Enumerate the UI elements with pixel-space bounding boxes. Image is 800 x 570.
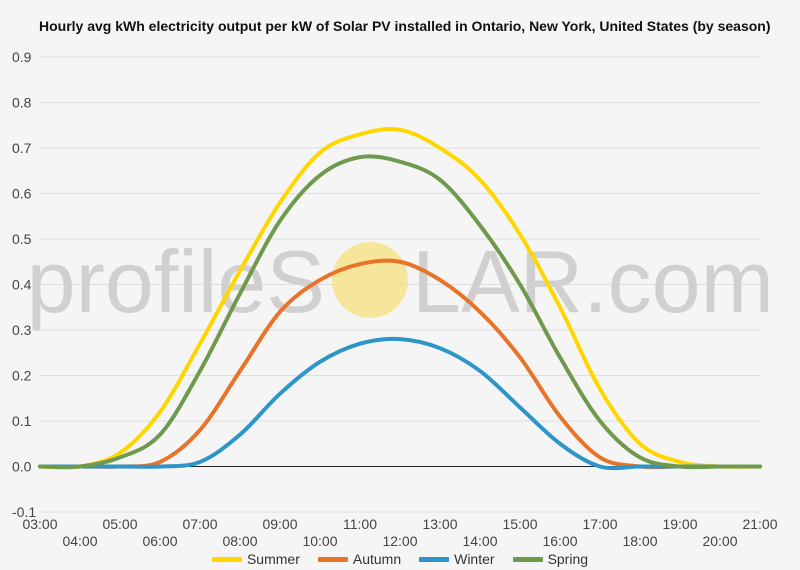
y-tick-label: 0.7 — [12, 140, 32, 156]
y-tick-label: 0.6 — [12, 186, 32, 202]
legend-label: Spring — [547, 551, 589, 567]
x-tick-label: 10:00 — [302, 533, 337, 548]
x-tick-label: 19:00 — [662, 516, 697, 532]
y-tick-label: -0.1 — [12, 504, 36, 520]
x-tick-label: 05:00 — [102, 516, 137, 532]
x-tick-label: 18:00 — [622, 533, 657, 548]
x-tick-label: 15:00 — [502, 516, 537, 532]
x-tick-label: 03:00 — [22, 516, 57, 532]
legend-item-spring: Spring — [512, 551, 589, 567]
legend-label: Winter — [454, 551, 495, 567]
y-tick-label: 0.9 — [12, 49, 32, 65]
series-line-summer — [38, 127, 762, 470]
x-tick-label: 13:00 — [422, 516, 457, 532]
x-tick-label: 07:00 — [182, 516, 217, 532]
series-line-winter — [38, 336, 762, 471]
x-tick-label: 04:00 — [62, 533, 97, 548]
legend-swatch — [317, 556, 348, 562]
legend-item-autumn: Autumn — [317, 551, 402, 567]
y-tick-label: 0.3 — [12, 322, 32, 338]
legend-item-summer: Summer — [211, 551, 300, 567]
chart-title: Hourly avg kWh electricity output per kW… — [39, 18, 771, 34]
x-tick-label: 12:00 — [382, 533, 417, 548]
x-tick-label: 20:00 — [702, 533, 737, 548]
legend-item-winter: Winter — [419, 551, 495, 567]
watermark-sun — [332, 242, 408, 318]
x-tick-label: 06:00 — [142, 533, 177, 548]
legend-label: Summer — [246, 551, 300, 567]
legend-swatch — [211, 556, 242, 562]
y-tick-label: 0.0 — [12, 459, 32, 475]
legend-swatch — [419, 556, 450, 562]
y-tick-label: 0.5 — [12, 231, 32, 247]
x-tick-label: 11:00 — [343, 516, 377, 532]
legend-swatch — [512, 556, 543, 562]
series-line-spring — [38, 154, 762, 470]
watermark-text-end: LAR.com — [412, 232, 774, 331]
x-tick-label: 08:00 — [222, 533, 257, 548]
y-tick-label: 0.8 — [12, 95, 32, 111]
watermark-text-start: profileS — [27, 232, 325, 331]
x-tick-label: 14:00 — [462, 533, 497, 548]
x-tick-label: 17:00 — [582, 516, 617, 532]
x-tick-label: 09:00 — [262, 516, 297, 532]
legend-label: Autumn — [352, 551, 402, 567]
chart-legend: Summer Autumn Winter Spring — [0, 549, 800, 569]
x-tick-label: 21:00 — [742, 516, 777, 532]
y-tick-label: 0.1 — [12, 413, 32, 429]
line-chart: -0.1 0.0 0.1 0.2 0.3 0.4 0.5 0.6 0.7 0.8 0.9 profil… — [12, 49, 778, 548]
y-tick-label: 0.4 — [12, 277, 32, 293]
y-tick-label: 0.2 — [12, 368, 32, 384]
x-tick-label: 16:00 — [542, 533, 577, 548]
